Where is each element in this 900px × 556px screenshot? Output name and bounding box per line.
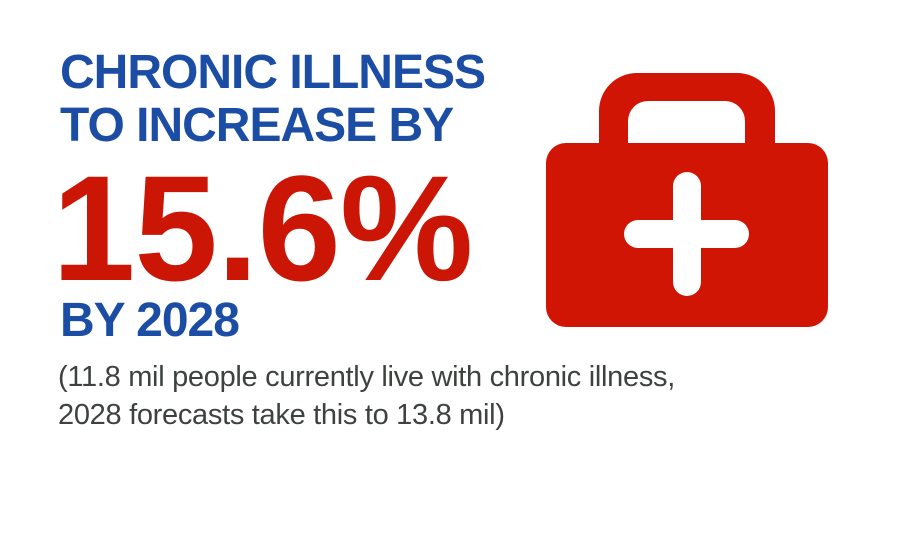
headline: CHRONIC ILLNESS TO INCREASE BY: [60, 46, 486, 152]
stat-value: 15.6%: [52, 144, 473, 312]
first-aid-kit-icon: [546, 73, 828, 327]
caption-line-1: (11.8 mil people currently live with chr…: [58, 361, 675, 393]
caption-line-2: 2028 forecasts take this to 13.8 mil): [58, 399, 505, 431]
headline-line-2: TO INCREASE BY: [60, 99, 454, 152]
stat-period: BY 2028: [60, 294, 240, 347]
caption: (11.8 mil people currently live with chr…: [58, 358, 675, 434]
headline-line-1: CHRONIC ILLNESS: [60, 46, 486, 99]
